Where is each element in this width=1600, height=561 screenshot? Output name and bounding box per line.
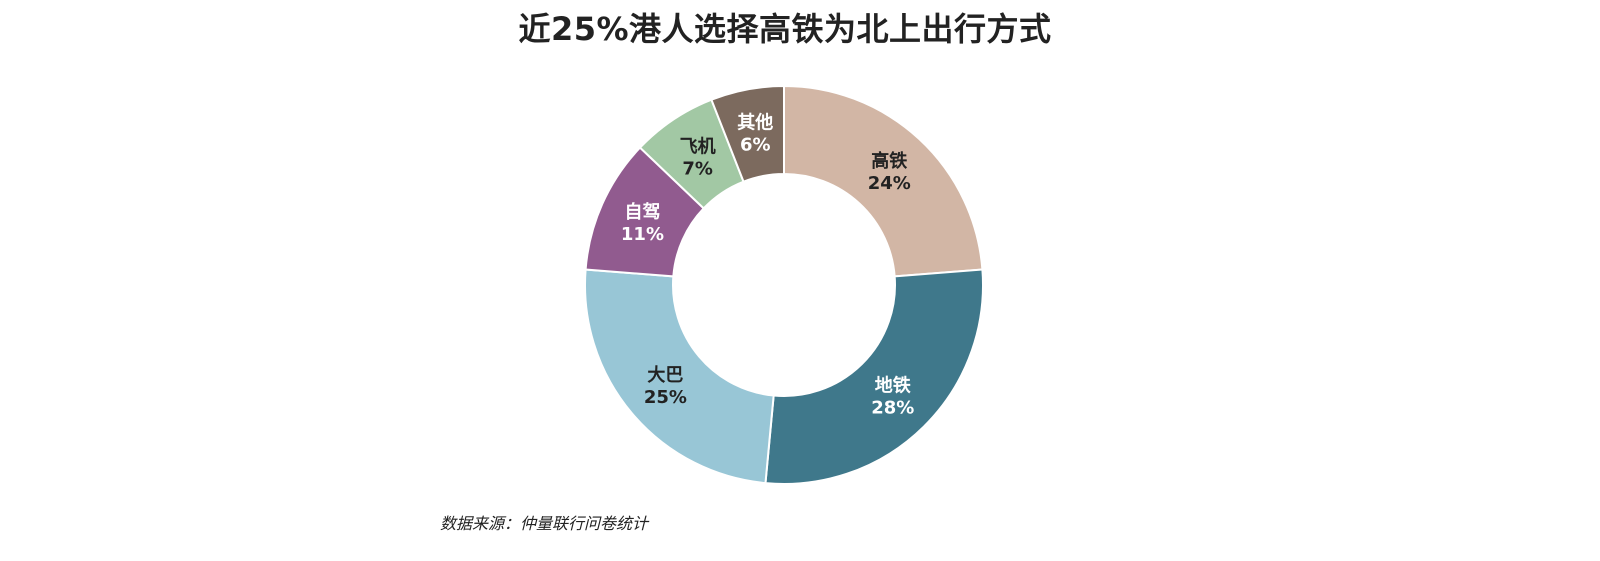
slice-value-label: 7% [682, 158, 713, 179]
donut-slice-5 [710, 84, 785, 183]
source-note: 数据来源：仲量联行问卷统计 [440, 514, 649, 533]
donut-slice-1 [764, 268, 984, 485]
slice-name-label: 其他 [737, 112, 773, 134]
chart-title: 近25%港人选择高铁为北上出行方式 [518, 10, 1052, 48]
slice-name-label: 自驾 [624, 201, 660, 223]
slice-value-label: 6% [740, 135, 771, 156]
donut-slice-0 [783, 84, 984, 278]
slice-name-label: 高铁 [871, 150, 907, 172]
slice-name-label: 大巴 [647, 364, 683, 386]
slice-value-label: 24% [868, 173, 911, 194]
slice-name-label: 飞机 [680, 136, 716, 157]
slice-value-label: 11% [621, 224, 664, 245]
donut-slice-2 [584, 268, 775, 485]
slice-value-label: 25% [644, 387, 687, 408]
slice-name-label: 地铁 [875, 374, 911, 396]
slice-value-label: 28% [871, 397, 914, 418]
